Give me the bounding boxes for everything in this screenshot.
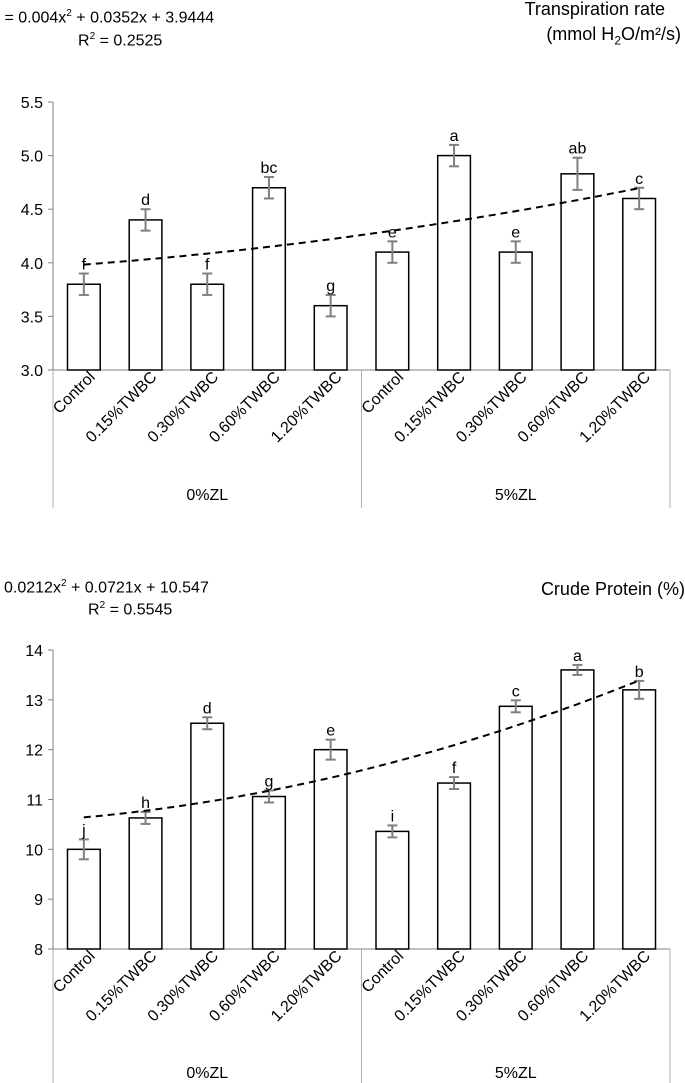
significance-letter: ab [569,141,587,158]
y-tick-label: 5.5 [21,95,43,112]
significance-letter: d [203,700,212,717]
bar [190,283,225,371]
y-tick-label: 9 [34,892,43,909]
bar [622,197,657,371]
bar [560,669,595,950]
significance-letter: a [450,128,459,145]
chart-title-line2: (mmol H2O/m²/s) [546,24,681,48]
bar [128,817,163,950]
y-tick-label: 3.5 [21,309,43,326]
group-label: 0%ZL [186,487,228,504]
significance-letter: f [452,760,457,777]
y-tick-label: 13 [25,693,43,710]
bar [436,154,472,371]
y-tick-label: 4.5 [21,202,43,219]
y-tick-label: 14 [25,643,43,660]
significance-letter: i [391,808,395,825]
significance-letter: g [264,774,273,791]
bar [251,795,287,950]
significance-letter: c [635,171,643,188]
y-tick-label: 12 [25,743,43,760]
x-tick-label: Control [359,948,407,996]
significance-letter: e [511,224,520,241]
significance-letter: c [512,683,520,700]
bar [313,748,348,950]
significance-letter: j [81,822,86,839]
bar [498,251,533,371]
crude-protein-bar-chart: 891011121314jControlh0.15%TWBCd0.30%TWBC… [25,643,671,1083]
y-tick-label: 4.0 [21,256,43,273]
x-tick-label: Control [50,948,98,996]
bar [375,830,410,950]
significance-letter: b [635,664,644,681]
transpiration-chart-panel: y = 0.004x2 + 0.0352x + 3.9444 R2 = 0.25… [0,0,685,540]
bar [128,219,163,371]
trendline-equation: 0.0212x2 + 0.0721x + 10.547 [4,578,209,597]
y-tick-label: 8 [34,942,43,959]
bar [560,173,595,371]
bar [436,782,472,950]
significance-letter: e [326,723,335,740]
y-tick-label: 3.0 [21,363,43,380]
bar [622,689,657,950]
significance-letter: f [205,257,210,274]
y-tick-label: 11 [26,793,43,810]
significance-letter: d [141,192,150,209]
group-label: 0%ZL [186,1065,228,1082]
bar [375,251,410,371]
r-squared-label: R2 = 0.2525 [78,31,163,50]
trend-line [83,187,640,266]
significance-letter: a [573,648,582,665]
transpiration-bar-chart: 3.03.54.04.55.05.5fControld0.15%TWBCf0.3… [21,95,671,508]
bar [66,283,101,371]
bar [251,187,287,371]
bar [498,705,533,950]
significance-letter: e [388,224,397,241]
y-tick-label: 10 [25,842,43,859]
bar [190,722,225,950]
significance-letter: h [141,795,150,812]
chart-title-line1: Transpiration rate [524,0,665,19]
significance-letter: bc [260,160,277,177]
y-tick-label: 5.0 [21,149,43,166]
group-label: 5%ZL [495,487,537,504]
trend-line [83,679,640,819]
bar [66,848,101,950]
group-label: 5%ZL [495,1065,537,1082]
chart-title: Crude Protein (%) [540,579,685,599]
x-tick-label: Control [359,369,407,417]
r-squared-label: R2 = 0.5545 [88,600,173,619]
trendline-equation: y = 0.004x2 + 0.0352x + 3.9444 [0,8,215,27]
significance-letter: g [326,278,335,295]
crude-protein-chart-panel: 0.0212x2 + 0.0721x + 10.547 R2 = 0.5545 … [0,560,685,1083]
x-tick-label: Control [50,369,98,417]
